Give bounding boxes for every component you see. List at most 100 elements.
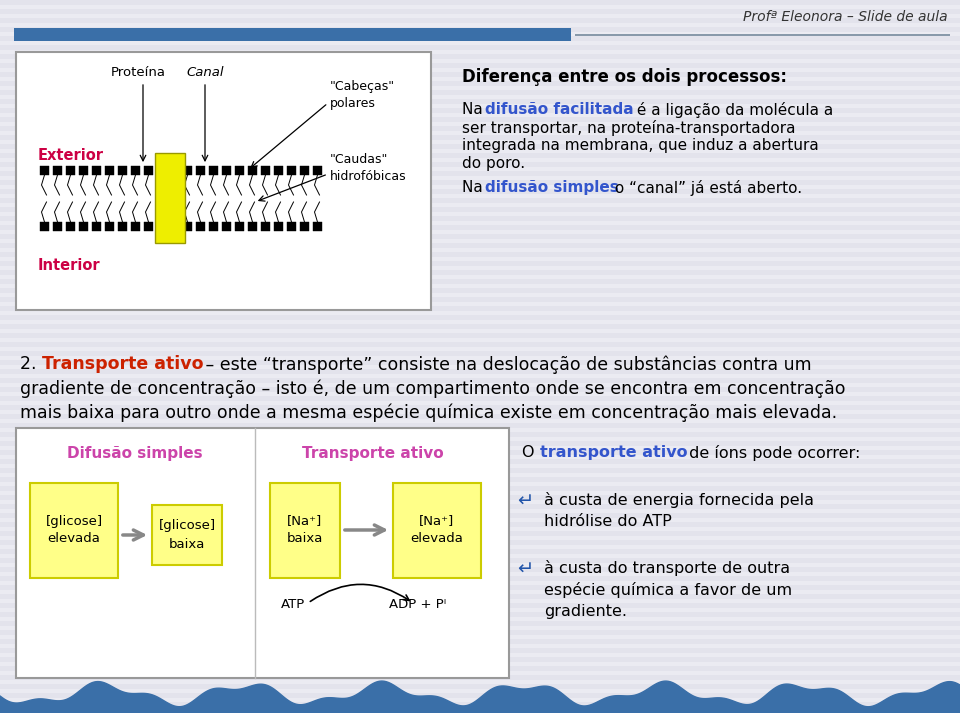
Bar: [155, 153, 185, 243]
Bar: [0, 216, 960, 220]
Bar: [105, 166, 114, 175]
Text: Exterior: Exterior: [38, 148, 104, 163]
Bar: [0, 630, 960, 635]
Bar: [209, 222, 218, 231]
Bar: [0, 441, 960, 446]
Bar: [0, 558, 960, 563]
Bar: [0, 531, 960, 535]
Text: à custa do transporte de outra: à custa do transporte de outra: [544, 560, 790, 576]
Bar: [313, 166, 322, 175]
Bar: [0, 225, 960, 230]
Bar: [274, 166, 283, 175]
Bar: [0, 306, 960, 310]
Bar: [0, 522, 960, 526]
Bar: [0, 702, 960, 707]
Text: difusão facilitada: difusão facilitada: [485, 102, 634, 117]
Text: Profª Eleonora – Slide de aula: Profª Eleonora – Slide de aula: [743, 10, 948, 24]
Bar: [30, 483, 118, 578]
Bar: [0, 450, 960, 454]
Bar: [0, 288, 960, 292]
Bar: [235, 222, 244, 231]
Bar: [131, 222, 140, 231]
Bar: [0, 468, 960, 473]
Bar: [0, 18, 960, 23]
Bar: [270, 483, 340, 578]
Bar: [0, 279, 960, 284]
Bar: [0, 405, 960, 409]
Text: – este “transporte” consiste na deslocação de substâncias contra um: – este “transporte” consiste na deslocaç…: [200, 355, 811, 374]
Bar: [183, 166, 192, 175]
Bar: [14, 28, 571, 41]
Bar: [0, 27, 960, 31]
Bar: [0, 45, 960, 49]
Bar: [0, 63, 960, 68]
Bar: [313, 222, 322, 231]
Bar: [0, 297, 960, 302]
Text: mais baixa para outro onde a mesma espécie química existe em concentração mais e: mais baixa para outro onde a mesma espéc…: [20, 403, 837, 421]
Bar: [66, 166, 75, 175]
Bar: [0, 198, 960, 202]
Bar: [40, 166, 49, 175]
Bar: [0, 234, 960, 239]
Bar: [0, 153, 960, 158]
Bar: [0, 432, 960, 436]
Text: Interior: Interior: [38, 257, 101, 272]
Bar: [170, 166, 179, 175]
Bar: [0, 9, 960, 14]
Text: ser transportar, na proteína-transportadora: ser transportar, na proteína-transportad…: [462, 120, 796, 136]
Bar: [0, 423, 960, 428]
Bar: [0, 513, 960, 518]
Text: Proteína: Proteína: [110, 66, 165, 79]
Text: Na: Na: [462, 180, 488, 195]
Bar: [0, 369, 960, 374]
Text: do poro.: do poro.: [462, 156, 525, 171]
Bar: [16, 428, 509, 678]
Text: "Caudas"
hidrofóbicas: "Caudas" hidrofóbicas: [330, 153, 407, 183]
Bar: [393, 483, 481, 578]
Bar: [144, 166, 153, 175]
Bar: [0, 378, 960, 382]
Bar: [0, 477, 960, 481]
Bar: [0, 90, 960, 95]
Bar: [118, 222, 127, 231]
Bar: [0, 207, 960, 212]
Bar: [261, 166, 270, 175]
Bar: [16, 52, 431, 310]
Bar: [0, 243, 960, 247]
Bar: [0, 711, 960, 713]
Bar: [0, 54, 960, 58]
Bar: [0, 36, 960, 41]
Bar: [0, 315, 960, 319]
Text: [glicose]
elevada: [glicose] elevada: [45, 515, 103, 545]
Bar: [0, 81, 960, 86]
Bar: [0, 360, 960, 364]
Text: gradiente de concentração – isto é, de um compartimento onde se encontra em conc: gradiente de concentração – isto é, de u…: [20, 379, 846, 398]
Bar: [0, 72, 960, 76]
Bar: [170, 222, 179, 231]
Text: O: O: [522, 445, 540, 460]
Bar: [0, 270, 960, 275]
Text: ↵: ↵: [517, 492, 534, 511]
Bar: [53, 166, 62, 175]
Bar: [0, 144, 960, 148]
Bar: [0, 603, 960, 607]
Bar: [261, 222, 270, 231]
Bar: [0, 540, 960, 545]
Bar: [0, 108, 960, 113]
Bar: [0, 351, 960, 356]
Bar: [0, 576, 960, 580]
Text: ADP + Pᴵ: ADP + Pᴵ: [390, 598, 446, 611]
Bar: [144, 222, 153, 231]
Bar: [0, 342, 960, 347]
Bar: [575, 34, 950, 36]
Bar: [248, 166, 257, 175]
Bar: [0, 333, 960, 337]
Bar: [0, 675, 960, 679]
Text: Difusão simples: Difusão simples: [67, 446, 203, 461]
Bar: [0, 486, 960, 491]
Bar: [152, 505, 222, 565]
Bar: [131, 166, 140, 175]
Bar: [79, 222, 88, 231]
Bar: [183, 222, 192, 231]
Text: 2.: 2.: [20, 355, 42, 373]
